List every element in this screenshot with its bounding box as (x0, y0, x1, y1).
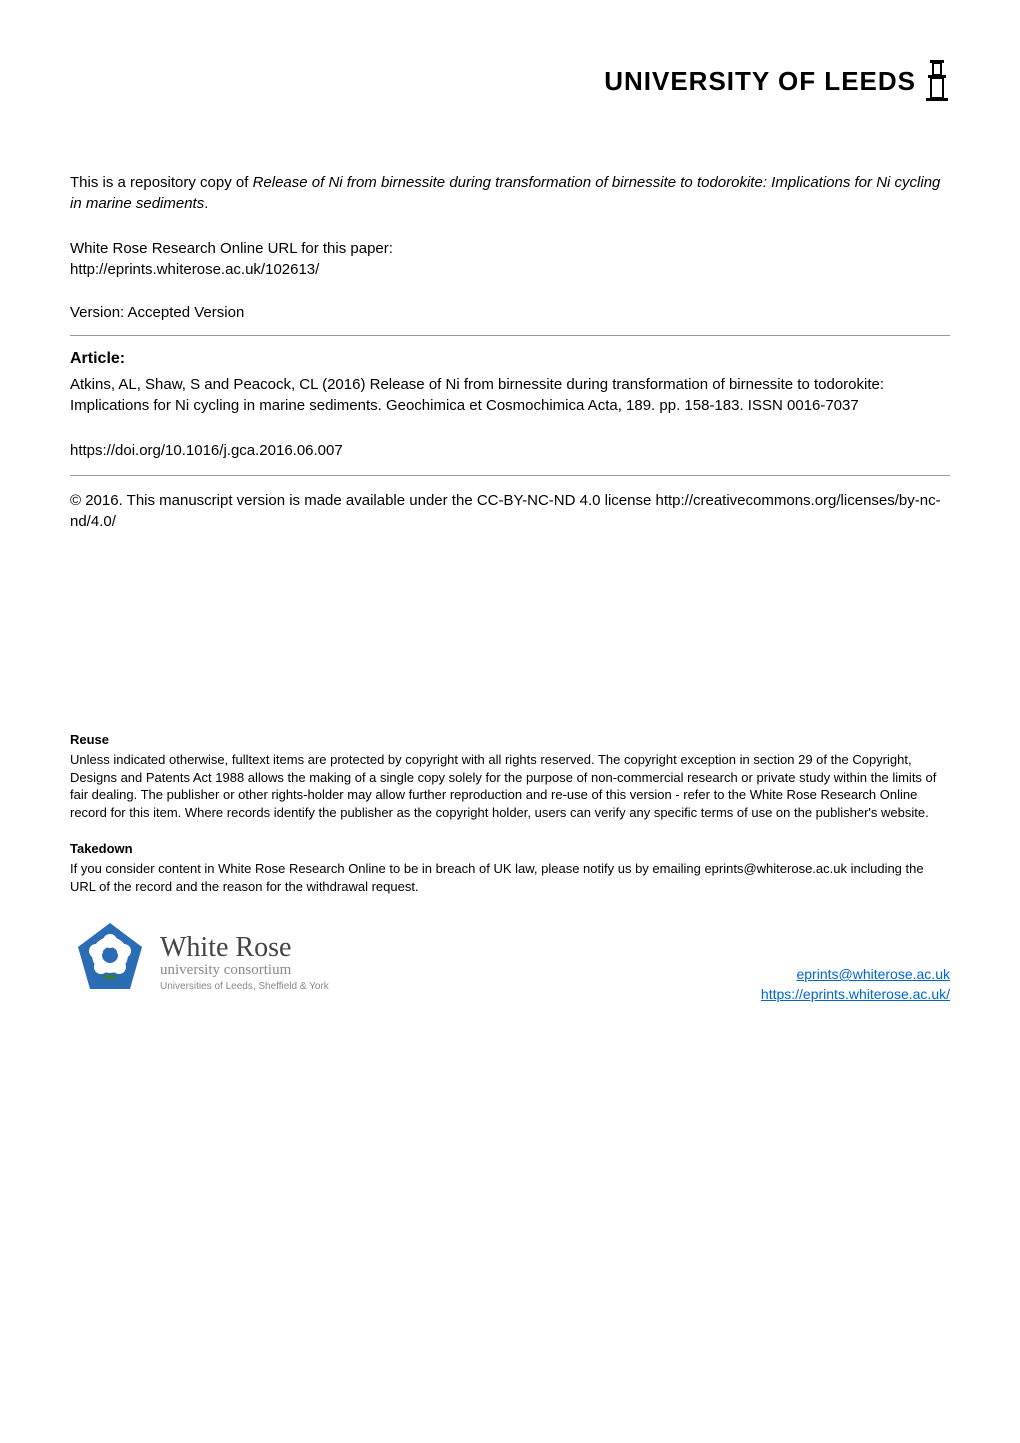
takedown-section: Takedown If you consider content in Whit… (70, 841, 950, 895)
repository-url: http://eprints.whiterose.ac.uk/102613/ (70, 259, 950, 280)
reuse-heading: Reuse (70, 732, 950, 747)
reuse-section: Reuse Unless indicated otherwise, fullte… (70, 732, 950, 821)
url-block: White Rose Research Online URL for this … (70, 238, 950, 280)
divider-mid (70, 475, 950, 476)
article-heading: Article: (70, 350, 950, 368)
footer-site-link[interactable]: https://eprints.whiterose.ac.uk/ (761, 986, 950, 1002)
footer-links: eprints@whiterose.ac.uk https://eprints.… (761, 965, 950, 1004)
university-tower-icon (924, 60, 950, 102)
reuse-body: Unless indicated otherwise, fulltext ite… (70, 751, 950, 821)
repository-intro: This is a repository copy of Release of … (70, 172, 950, 214)
version-line: Version: Accepted Version (70, 304, 950, 321)
article-section: Article: Atkins, AL, Shaw, S and Peacock… (70, 350, 950, 416)
intro-suffix: . (204, 195, 208, 212)
header-logo-area: UNIVERSITY OF LEEDS (70, 60, 950, 102)
license-text: © 2016. This manuscript version is made … (70, 490, 950, 532)
footer-email-link[interactable]: eprints@whiterose.ac.uk (796, 966, 950, 982)
logo-text: UNIVERSITY OF LEEDS (604, 66, 916, 97)
url-label: White Rose Research Online URL for this … (70, 238, 950, 259)
intro-prefix: This is a repository copy of (70, 174, 253, 191)
consortium-subtitle: university consortium (160, 962, 329, 979)
divider-top (70, 335, 950, 336)
white-rose-icon (70, 919, 150, 1004)
consortium-universities: Universities of Leeds, Sheffield & York (160, 981, 329, 992)
consortium-text-block: White Rose university consortium Univers… (160, 932, 329, 992)
article-citation: Atkins, AL, Shaw, S and Peacock, CL (201… (70, 374, 950, 416)
university-logo: UNIVERSITY OF LEEDS (604, 60, 950, 102)
consortium-title: White Rose (160, 932, 329, 964)
takedown-body: If you consider content in White Rose Re… (70, 860, 950, 895)
takedown-heading: Takedown (70, 841, 950, 856)
white-rose-consortium-logo: White Rose university consortium Univers… (70, 919, 329, 1004)
doi-link: https://doi.org/10.1016/j.gca.2016.06.00… (70, 440, 950, 461)
footer: White Rose university consortium Univers… (70, 919, 950, 1004)
